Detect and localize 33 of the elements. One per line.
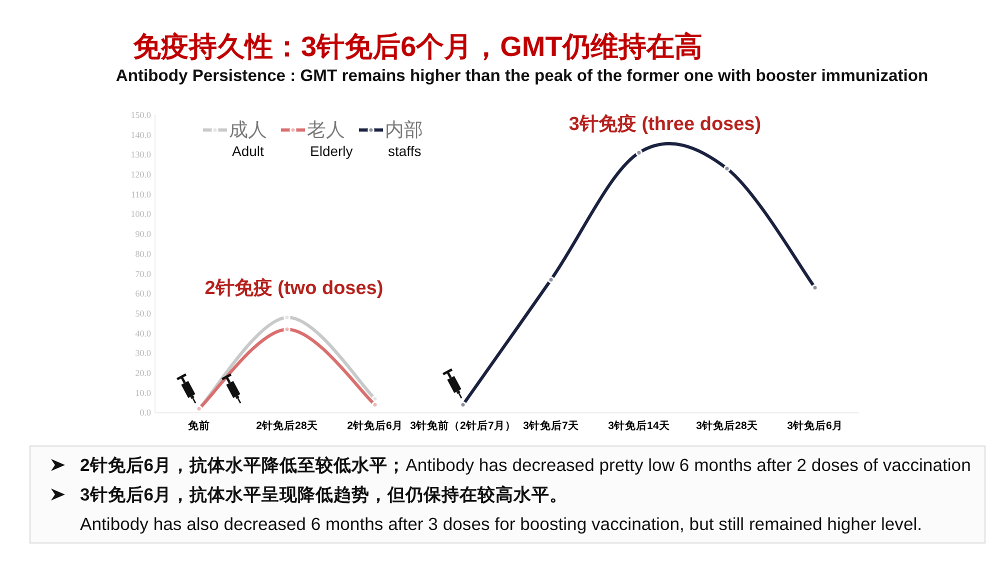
y-tick-label: 100.0 [130,209,152,220]
y-tick-label: 110.0 [131,189,152,200]
chart-subtitle: Antibody Persistence : GMT remains higher than the peak of the former one with booster immunization [116,66,928,85]
y-tick-label: 90.0 [135,229,152,240]
y-tick-label: 50.0 [135,308,152,318]
y-tick-label: 60.0 [135,288,152,299]
y-tick-label: 130.0 [130,150,152,160]
legend-label: 成人 Adult [229,120,267,159]
y-tick-label: 70.0 [135,268,152,279]
text: 2针免后6月，抗体水平降低至较低水平；Antibody has decreased pretty low 6 months after 2 doses of vaccination [80,455,971,475]
annotation: 3针免疫 (three doses) [568,113,762,135]
y-tick-label: 10.0 [135,388,152,398]
y-tick-label: 150.0 [130,110,152,120]
legend-label: 老人 Elderly [307,120,353,159]
x-tick-label: 3针免前（2针后7月） [410,419,516,432]
x-tick-label: 3针免后6月 [787,419,843,432]
y-tick-label: 120.0 [130,170,152,180]
x-tick-label: 2针免后6月 [347,419,403,432]
y-tick-label: 30.0 [135,348,152,358]
y-tick-label: 40.0 [135,328,152,338]
y-tick-label: 140.0 [130,130,152,140]
text: 3针免后6月，抗体水平呈现降低趋势，但仍保持在较高水平。 Antibody has also decreased 6 months after 3 doses for boosting vaccination, but still remained higher level. [80,484,922,534]
x-tick-label: 3针免后7天 [523,419,580,432]
x-tick-label: 2针免后28天 [256,419,319,432]
legend-label: 内部 staffs [385,119,423,159]
annotation: 2针免疫 (two doses) [204,277,384,299]
y-tick-label: 0.0 [140,408,152,418]
x-tick-label: 3针免后14天 [608,419,671,432]
x-tick-label: 3针免后28天 [696,419,759,432]
y-tick-label: 80.0 [135,248,152,259]
y-tick-label: 20.0 [135,368,152,378]
x-tick-label: 免前 [187,419,210,432]
chart-title: 免疫持久性：3针免后6个月，GMT仍维持在高 [133,31,702,62]
